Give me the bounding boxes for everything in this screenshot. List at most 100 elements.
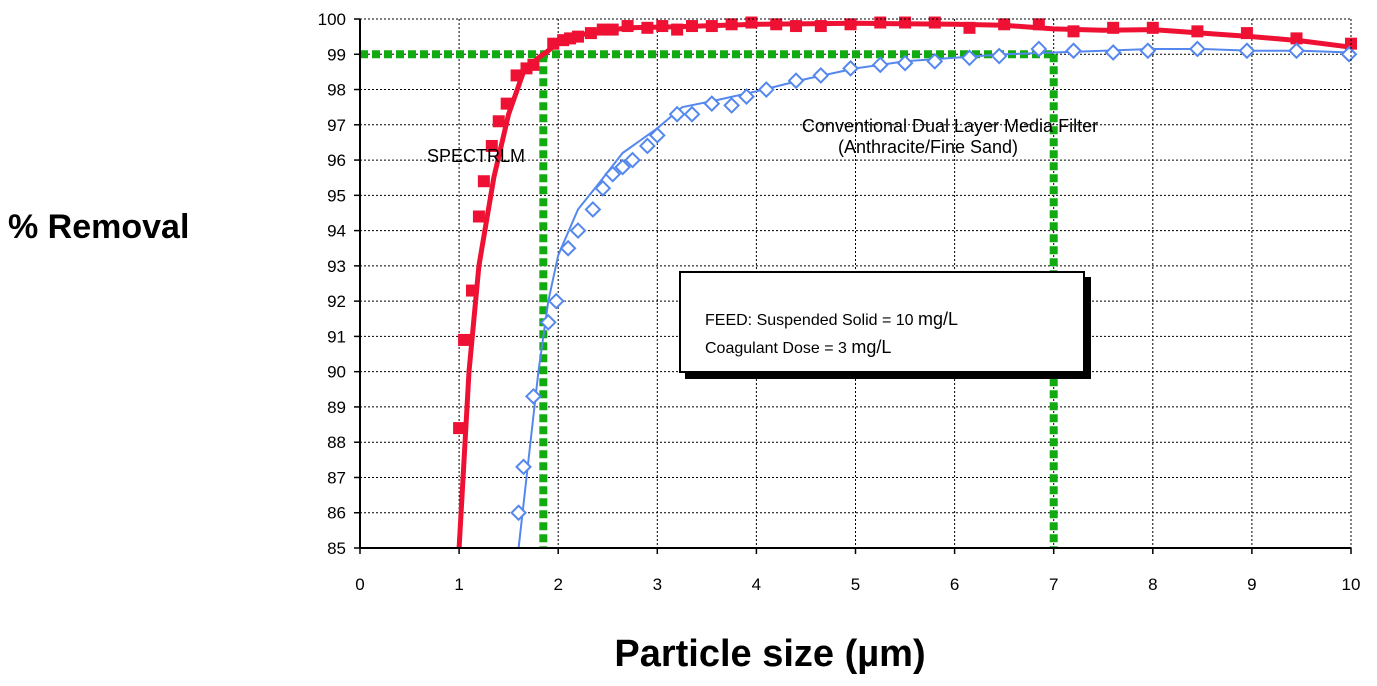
feed-unit: mg/L bbox=[918, 309, 959, 329]
conventional-point bbox=[842, 59, 859, 77]
conventional-point bbox=[1188, 40, 1206, 58]
y-tick-label: 92 bbox=[327, 292, 346, 311]
conventional-point bbox=[510, 504, 527, 522]
spectrlm-point bbox=[1146, 21, 1159, 34]
spectrlm-point bbox=[500, 97, 513, 110]
x-tick-label: 2 bbox=[553, 575, 562, 594]
conventional-point bbox=[683, 105, 701, 123]
conventional-point bbox=[812, 67, 830, 84]
y-tick-label: 85 bbox=[327, 539, 346, 558]
coagulant-text: Coagulant Dose = 3 bbox=[705, 340, 852, 357]
spectrlm-point bbox=[458, 333, 471, 346]
conventional-point bbox=[1104, 44, 1122, 61]
conventional-point bbox=[624, 151, 641, 169]
axes bbox=[354, 18, 1352, 554]
spectrlm-point bbox=[510, 69, 523, 82]
spectrlm-point bbox=[685, 20, 698, 33]
conventional-point bbox=[896, 54, 914, 72]
conventional-point bbox=[559, 239, 577, 257]
spectrlm-point bbox=[770, 18, 783, 31]
coagulant-unit: mg/L bbox=[851, 337, 892, 357]
y-tick-label: 99 bbox=[327, 45, 346, 64]
conventional-point bbox=[1238, 42, 1256, 60]
spectrlm-point bbox=[899, 16, 912, 29]
y-tick-label: 86 bbox=[327, 504, 346, 523]
feed-text: FEED: Suspended Solid = 10 bbox=[705, 312, 919, 329]
spectrlm-point bbox=[671, 23, 684, 36]
spectrlm-point bbox=[527, 58, 540, 71]
feed-line: FEED: Suspended Solid = 10 mg/L bbox=[705, 309, 958, 330]
conventional-point bbox=[569, 222, 587, 240]
spectrlm-point bbox=[656, 20, 669, 33]
spectrlm-point bbox=[596, 23, 609, 36]
conventional-point bbox=[668, 105, 686, 123]
conventional-point bbox=[604, 165, 622, 183]
spectrlm-point bbox=[705, 20, 718, 33]
spectrlm-point bbox=[1240, 27, 1253, 40]
y-tick-label: 94 bbox=[327, 222, 346, 241]
spectrlm-point bbox=[485, 139, 498, 152]
conventional-curve bbox=[517, 48, 1352, 549]
spectrlm-point bbox=[572, 30, 585, 43]
spectrlm-point bbox=[492, 115, 505, 128]
spectrlm-point bbox=[477, 175, 490, 188]
spectrlm-point bbox=[928, 16, 941, 29]
spectrlm-point bbox=[606, 23, 619, 36]
spectrlm-point bbox=[1191, 25, 1204, 38]
spectrlm-label: SPECTRLM bbox=[427, 146, 525, 166]
y-tick-label: 100 bbox=[318, 10, 346, 29]
y-axis-title: % Removal bbox=[8, 208, 190, 246]
conventional-label-line2: (Anthracite/Fine Sand) bbox=[838, 137, 1018, 157]
y-tick-label: 91 bbox=[327, 327, 346, 346]
conventional-point bbox=[614, 158, 632, 176]
spectrlm-point bbox=[874, 16, 887, 29]
x-tick-label: 10 bbox=[1342, 575, 1361, 594]
y-tick-label: 97 bbox=[327, 116, 346, 135]
conventional-point bbox=[871, 56, 889, 74]
conventional-point bbox=[648, 126, 666, 144]
conventional-point bbox=[757, 81, 775, 98]
conventional-point bbox=[703, 95, 721, 113]
conventional-point bbox=[787, 72, 805, 90]
conventional-label-line1: Conventional Dual Layer Media Filter bbox=[802, 116, 1098, 136]
spectrlm-point bbox=[998, 18, 1011, 31]
spectrlm-point bbox=[814, 20, 827, 33]
spectrlm-point bbox=[963, 21, 976, 34]
conventional-point bbox=[539, 313, 557, 331]
spectrlm-point bbox=[844, 18, 857, 31]
spectrlm-point bbox=[547, 37, 560, 50]
spectrlm-point bbox=[472, 210, 485, 223]
conventional-point bbox=[738, 88, 755, 106]
spectrlm-point bbox=[1107, 21, 1120, 34]
y-tick-label: 93 bbox=[327, 257, 346, 276]
conventional-point bbox=[594, 179, 612, 197]
spectrlm-point bbox=[1067, 25, 1080, 38]
conventional-point bbox=[638, 137, 656, 155]
spectrlm-point bbox=[790, 20, 803, 33]
data-markers bbox=[453, 16, 1358, 522]
y-tick-label: 87 bbox=[327, 468, 346, 487]
spectrlm-point bbox=[641, 21, 654, 34]
y-tick-label: 89 bbox=[327, 398, 346, 417]
y-tick-label: 98 bbox=[327, 81, 346, 100]
spectrlm-point bbox=[1032, 18, 1045, 31]
conventional-point bbox=[515, 458, 532, 476]
conventional-point bbox=[723, 96, 741, 114]
spectrlm-point bbox=[1290, 32, 1303, 45]
x-tick-label: 8 bbox=[1148, 575, 1157, 594]
feed-info-box: FEED: Suspended Solid = 10 mg/L Coagulan… bbox=[679, 271, 1085, 373]
conventional-point bbox=[525, 387, 542, 405]
y-tick-label: 95 bbox=[327, 186, 346, 205]
x-tick-label: 0 bbox=[355, 575, 364, 594]
spectrlm-point bbox=[621, 20, 634, 33]
conventional-point bbox=[990, 47, 1008, 65]
spectrlm-point bbox=[465, 284, 478, 297]
x-tick-label: 5 bbox=[851, 575, 860, 594]
x-tick-label: 1 bbox=[454, 575, 463, 594]
conventional-point bbox=[1288, 42, 1305, 60]
conventional-point bbox=[1030, 40, 1048, 58]
x-axis-title: Particle size (µm) bbox=[614, 633, 926, 675]
